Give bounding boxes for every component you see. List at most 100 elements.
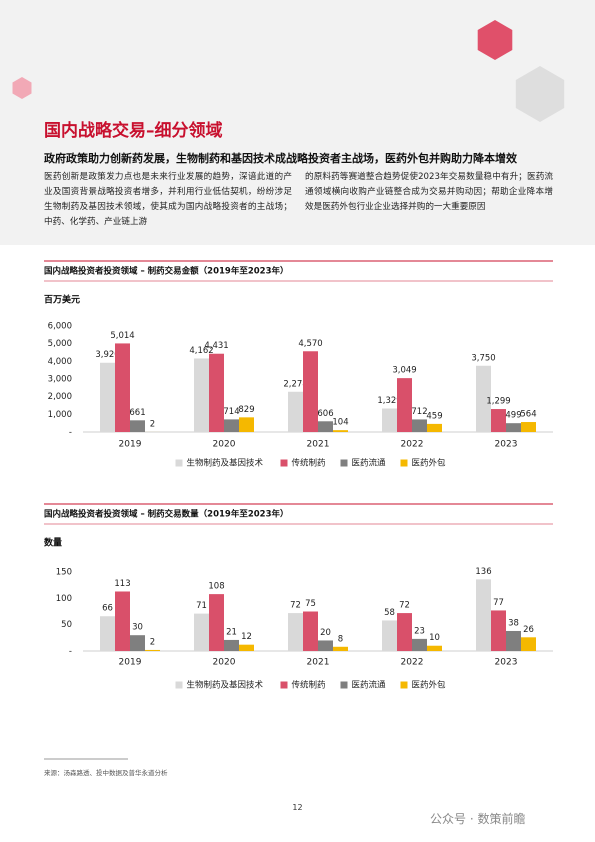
legend-swatch xyxy=(340,459,348,467)
y-tick-label: 2,000 xyxy=(48,392,72,402)
legend-swatch xyxy=(400,459,408,467)
value-label: 3,049 xyxy=(392,366,416,376)
y-tick-label: - xyxy=(69,647,72,657)
bar xyxy=(318,421,333,432)
legend-label: 医药外包 xyxy=(412,680,447,691)
bar xyxy=(288,391,303,432)
value-label: 606 xyxy=(317,409,333,419)
bar xyxy=(521,637,536,651)
value-label: 1,299 xyxy=(486,397,510,407)
bar xyxy=(209,353,224,432)
value-label: 2,278 xyxy=(283,379,307,389)
value-label: 21 xyxy=(226,627,237,637)
chart-title: 国内战略投资者投资领域 – 制药交易金额（2019年至2023年） xyxy=(44,266,289,277)
value-label: 23 xyxy=(414,626,425,636)
bar xyxy=(506,423,521,432)
value-label: 829 xyxy=(238,405,254,415)
bar xyxy=(224,419,239,432)
value-label: 72 xyxy=(399,601,410,611)
legend-label: 医药外包 xyxy=(412,458,447,469)
watermark: 公众号 · 数策前瞻 xyxy=(430,812,526,826)
value-label: 2 xyxy=(150,419,155,429)
x-tick-label: 2021 xyxy=(307,440,330,450)
bar xyxy=(333,646,348,651)
bar xyxy=(288,613,303,651)
value-label: 5,014 xyxy=(110,331,134,341)
y-tick-label: 3,000 xyxy=(48,375,72,385)
x-tick-label: 2020 xyxy=(213,658,236,668)
value-label: 4,162 xyxy=(189,346,213,356)
value-label: 26 xyxy=(523,625,534,635)
x-tick-label: 2019 xyxy=(119,658,142,668)
y-tick-label: 50 xyxy=(61,620,72,630)
bar xyxy=(382,408,397,432)
bar xyxy=(224,639,239,651)
value-label: 75 xyxy=(305,599,316,609)
subtitle: 政府政策助力创新药发展，生物制药和基因技术成战略投资者主战场，医药外包并购助力降… xyxy=(44,152,517,165)
bar xyxy=(130,635,145,651)
axis-title: 数量 xyxy=(44,537,62,549)
legend-label: 医药流通 xyxy=(352,458,387,469)
value-label: 3,920 xyxy=(95,350,119,360)
value-label: 58 xyxy=(384,608,395,618)
y-tick-label: 150 xyxy=(56,568,72,578)
legend-label: 传统制药 xyxy=(292,680,326,691)
legend-label: 医药流通 xyxy=(352,680,387,691)
bar xyxy=(303,351,318,432)
bar xyxy=(239,644,254,651)
value-label: 104 xyxy=(332,418,348,428)
bar xyxy=(476,365,491,432)
legend-swatch xyxy=(400,681,408,689)
value-label: 499 xyxy=(505,411,521,421)
bar xyxy=(303,611,318,651)
value-label: 712 xyxy=(411,407,427,417)
value-label: 2 xyxy=(150,637,155,647)
value-label: 8 xyxy=(338,634,343,644)
bar xyxy=(100,362,115,432)
legend-swatch xyxy=(175,681,183,689)
legend-label: 生物制药及基因技术 xyxy=(187,680,264,691)
value-label: 564 xyxy=(520,410,536,420)
bar xyxy=(491,610,506,651)
bar xyxy=(239,417,254,432)
page-title: 国内战略交易–细分领域 xyxy=(44,121,223,141)
value-label: 77 xyxy=(493,598,504,608)
paragraph: 的原料药等赛道整合趋势促使2023年交易数量稳中有升；医药流通领域横向收购产业链… xyxy=(305,172,553,212)
bar xyxy=(397,378,412,432)
y-tick-label: - xyxy=(69,428,72,438)
value-label: 459 xyxy=(426,411,442,421)
bar xyxy=(427,645,442,651)
bar xyxy=(412,638,427,651)
value-label: 4,431 xyxy=(204,341,228,351)
x-tick-label: 2021 xyxy=(307,658,330,668)
y-tick-label: 100 xyxy=(56,594,72,604)
bar xyxy=(130,420,145,432)
value-label: 1,329 xyxy=(377,396,401,406)
bar xyxy=(318,640,333,651)
value-label: 113 xyxy=(114,579,130,589)
bar xyxy=(145,649,160,651)
bar xyxy=(333,430,348,432)
value-label: 12 xyxy=(241,632,252,642)
axis-title: 百万美元 xyxy=(44,294,80,306)
page-number: 12 xyxy=(292,803,303,812)
y-tick-label: 1,000 xyxy=(48,410,72,420)
x-tick-label: 2019 xyxy=(119,440,142,450)
value-label: 71 xyxy=(196,601,207,611)
y-tick-label: 6,000 xyxy=(48,322,72,332)
hexagon xyxy=(12,77,32,99)
value-label: 661 xyxy=(129,408,145,418)
paragraph: 医药创新是政策发力点也是未来行业发展的趋势，深谙此道的产业及国资背景战略投资者增… xyxy=(44,172,292,227)
bar xyxy=(521,422,536,432)
x-tick-label: 2023 xyxy=(495,658,518,668)
bar xyxy=(100,616,115,651)
value-label: 3,750 xyxy=(471,353,495,363)
value-label: 20 xyxy=(320,628,331,638)
legend-swatch xyxy=(280,681,288,689)
chart-title: 国内战略投资者投资领域 – 制药交易数量（2019年至2023年） xyxy=(44,509,289,520)
bar xyxy=(506,630,521,651)
source-note: 来源：汤森路透、投中数据及普华永道分析 xyxy=(44,769,168,777)
bar xyxy=(194,358,209,432)
